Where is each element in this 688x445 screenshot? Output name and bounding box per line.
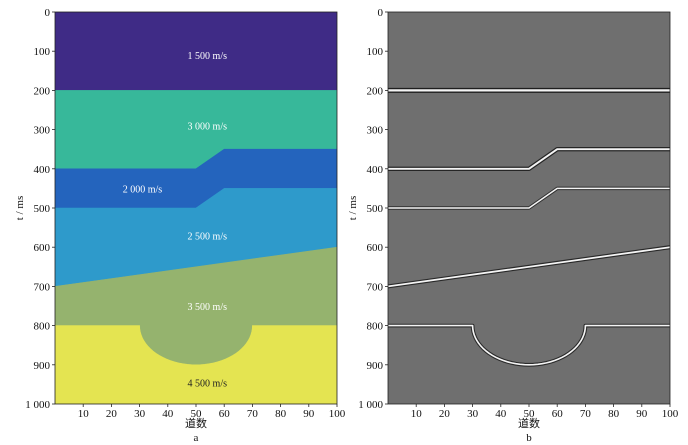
y-axis-ticks: 0 100 200 300 400 500 600 700 800 900 1 000 [358,7,388,411]
layer-velocity-label: 2 500 m/s [188,231,228,242]
layer-velocity-label: 4 500 m/s [188,378,228,389]
x-tick-label: 20 [106,408,118,420]
y-tick-label: 700 [34,281,51,293]
y-tick-label: 800 [34,321,51,333]
panel-b-caption: b [526,432,532,444]
y-tick-label: 200 [34,85,51,97]
reflector-group [388,87,670,367]
x-axis-ticks: 10 20 30 40 50 60 70 80 90 100 [78,404,346,420]
y-tick-label: 1 000 [25,399,50,411]
y-tick-label: 400 [34,164,51,176]
y-axis-title: t / ms [347,196,359,220]
panel-a-caption: a [194,432,199,444]
velocity-layer [55,188,337,287]
x-tick-label: 60 [552,408,564,420]
reflector-peak [388,187,670,209]
y-tick-label: 800 [367,321,384,333]
x-tick-label: 10 [411,408,423,420]
layer-velocity-label: 3 000 m/s [188,122,228,133]
layer-velocity-label: 2 000 m/s [123,184,163,195]
x-tick-label: 50 [191,408,203,420]
layer-velocity-label: 1 500 m/s [188,51,228,62]
y-tick-label: 0 [45,7,51,19]
x-tick-label: 20 [439,408,451,420]
x-axis-title: 道数 [185,416,207,430]
x-tick-label: 50 [524,408,536,420]
y-tick-label: 1 000 [358,399,383,411]
reflector-peak [388,148,670,170]
layer-velocity-label: 3 500 m/s [188,302,228,313]
y-tick-label: 600 [367,242,384,254]
reflector-peak [388,246,670,288]
y-tick-label: 500 [367,203,384,215]
x-tick-label: 40 [162,408,174,420]
x-tick-label: 60 [219,408,231,420]
x-tick-label: 70 [580,408,592,420]
x-axis-title: 道数 [518,416,540,430]
x-tick-label: 10 [78,408,90,420]
x-tick-label: 30 [134,408,146,420]
x-tick-label: 80 [275,408,287,420]
x-tick-label: 80 [608,408,620,420]
y-tick-label: 900 [34,360,51,372]
x-axis-ticks: 10 20 30 40 50 60 70 80 90 100 [411,404,679,420]
y-tick-label: 300 [367,125,384,137]
x-tick-label: 70 [247,408,259,420]
y-axis-title: t / ms [14,196,26,220]
y-tick-label: 900 [367,360,384,372]
x-tick-label: 100 [662,408,679,420]
y-tick-label: 200 [367,85,384,97]
y-tick-label: 100 [367,46,384,58]
y-tick-label: 0 [378,7,384,19]
x-tick-label: 100 [329,408,346,420]
y-axis-ticks: 0 100 200 300 400 500 600 700 800 900 1 000 [25,7,55,411]
y-tick-label: 100 [34,46,51,58]
layer-label-group: 1 500 m/s 3 000 m/s 2 000 m/s 2 500 m/s 3 50… [123,51,227,389]
x-tick-label: 30 [467,408,479,420]
layer-group [55,12,337,404]
velocity-layer [55,325,337,404]
panel-a-velocity-model: 1 500 m/s 3 000 m/s 2 000 m/s 2 500 m/s 3 50… [14,7,346,444]
y-tick-label: 600 [34,242,51,254]
reflector-peak [388,324,670,366]
x-tick-label: 90 [636,408,648,420]
y-tick-label: 300 [34,125,51,137]
x-tick-label: 90 [303,408,315,420]
y-tick-label: 700 [367,281,384,293]
y-tick-label: 500 [34,203,51,215]
x-tick-label: 40 [495,408,507,420]
y-tick-label: 400 [367,164,384,176]
velocity-layer [55,12,337,91]
panel-b-seismic-section: 0 100 200 300 400 500 600 700 800 900 1 000 10 20 30… [347,7,679,444]
